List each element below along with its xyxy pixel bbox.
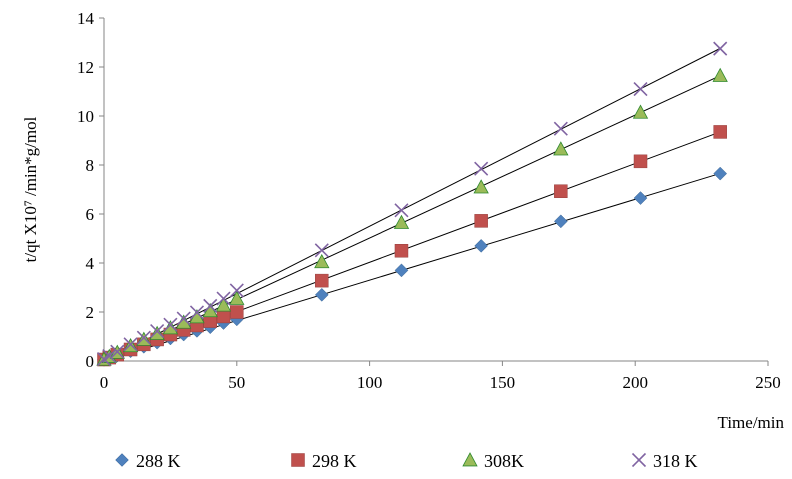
y-tick-label: 8 [86, 156, 95, 175]
data-point [314, 287, 329, 302]
x-tick-label: 200 [622, 373, 648, 392]
data-point [393, 214, 410, 229]
data-point [203, 298, 218, 313]
legend-marker [115, 453, 129, 467]
data-points [96, 41, 728, 367]
data-point [713, 166, 728, 181]
data-point [102, 349, 117, 364]
legend-label: 298 K [312, 451, 357, 471]
y-axis-title: t/qt X10⁷ /min*g/mol [21, 116, 40, 262]
data-point [150, 324, 165, 339]
data-point [633, 191, 648, 205]
data-point [633, 81, 648, 97]
legend-label: 308K [484, 451, 524, 471]
y-tick-label: 0 [86, 352, 95, 371]
data-point [215, 297, 232, 312]
data-point [394, 244, 409, 258]
data-point [554, 184, 568, 198]
y-tick-label: 4 [86, 254, 95, 273]
legend-item: 298 K [291, 451, 357, 471]
axes: 0 2 4 6 8 10 12 14 0 50 100 150 200 250 [77, 9, 781, 392]
data-point [632, 104, 649, 119]
data-point [163, 317, 178, 332]
data-point [553, 214, 568, 229]
data-point [229, 283, 244, 298]
data-point [216, 309, 231, 324]
data-point [314, 243, 329, 258]
data-point [315, 273, 329, 288]
data-point [713, 41, 728, 56]
y-tick-label: 10 [77, 107, 94, 126]
data-point [712, 67, 728, 82]
data-point [394, 203, 409, 218]
x-tick-label: 150 [490, 373, 516, 392]
legend: 288 K 298 K 308K 318 K [115, 451, 698, 471]
data-point [553, 121, 568, 136]
x-tick-label: 100 [357, 373, 383, 392]
data-point [162, 320, 179, 335]
data-point [189, 305, 205, 320]
data-point [229, 290, 245, 305]
series-298k [97, 125, 727, 367]
data-point [136, 330, 151, 345]
data-point [474, 161, 489, 176]
legend-marker [631, 452, 647, 468]
y-tick-label: 2 [86, 303, 95, 322]
x-tick-label: 0 [100, 373, 109, 392]
x-tick-label: 250 [755, 373, 781, 392]
legend-label: 318 K [653, 451, 698, 471]
data-point [474, 214, 488, 228]
legend-item: 308K [462, 451, 524, 471]
x-tick-label: 50 [228, 373, 245, 392]
data-point [633, 154, 648, 169]
data-point [176, 311, 191, 326]
data-point [394, 263, 409, 278]
legend-item: 288 K [115, 451, 181, 471]
data-point [123, 337, 138, 352]
data-point [473, 179, 489, 194]
legend-marker [291, 453, 305, 467]
series-308k [96, 67, 728, 366]
x-axis-title: Time/min [718, 413, 785, 432]
data-point [713, 125, 727, 139]
data-point [149, 325, 165, 340]
series-288k [97, 166, 728, 367]
data-point [553, 141, 569, 156]
data-point [110, 344, 125, 359]
data-point [230, 305, 244, 319]
series-318k [96, 41, 728, 367]
data-point [314, 253, 330, 269]
legend-marker [462, 452, 478, 467]
data-point [216, 291, 231, 306]
y-tick-label: 14 [77, 9, 95, 28]
legend-label: 288 K [136, 451, 181, 471]
y-tick-label: 6 [86, 205, 95, 224]
legend-item: 318 K [631, 451, 698, 471]
data-point [474, 238, 489, 253]
y-tick-label: 12 [77, 58, 94, 77]
